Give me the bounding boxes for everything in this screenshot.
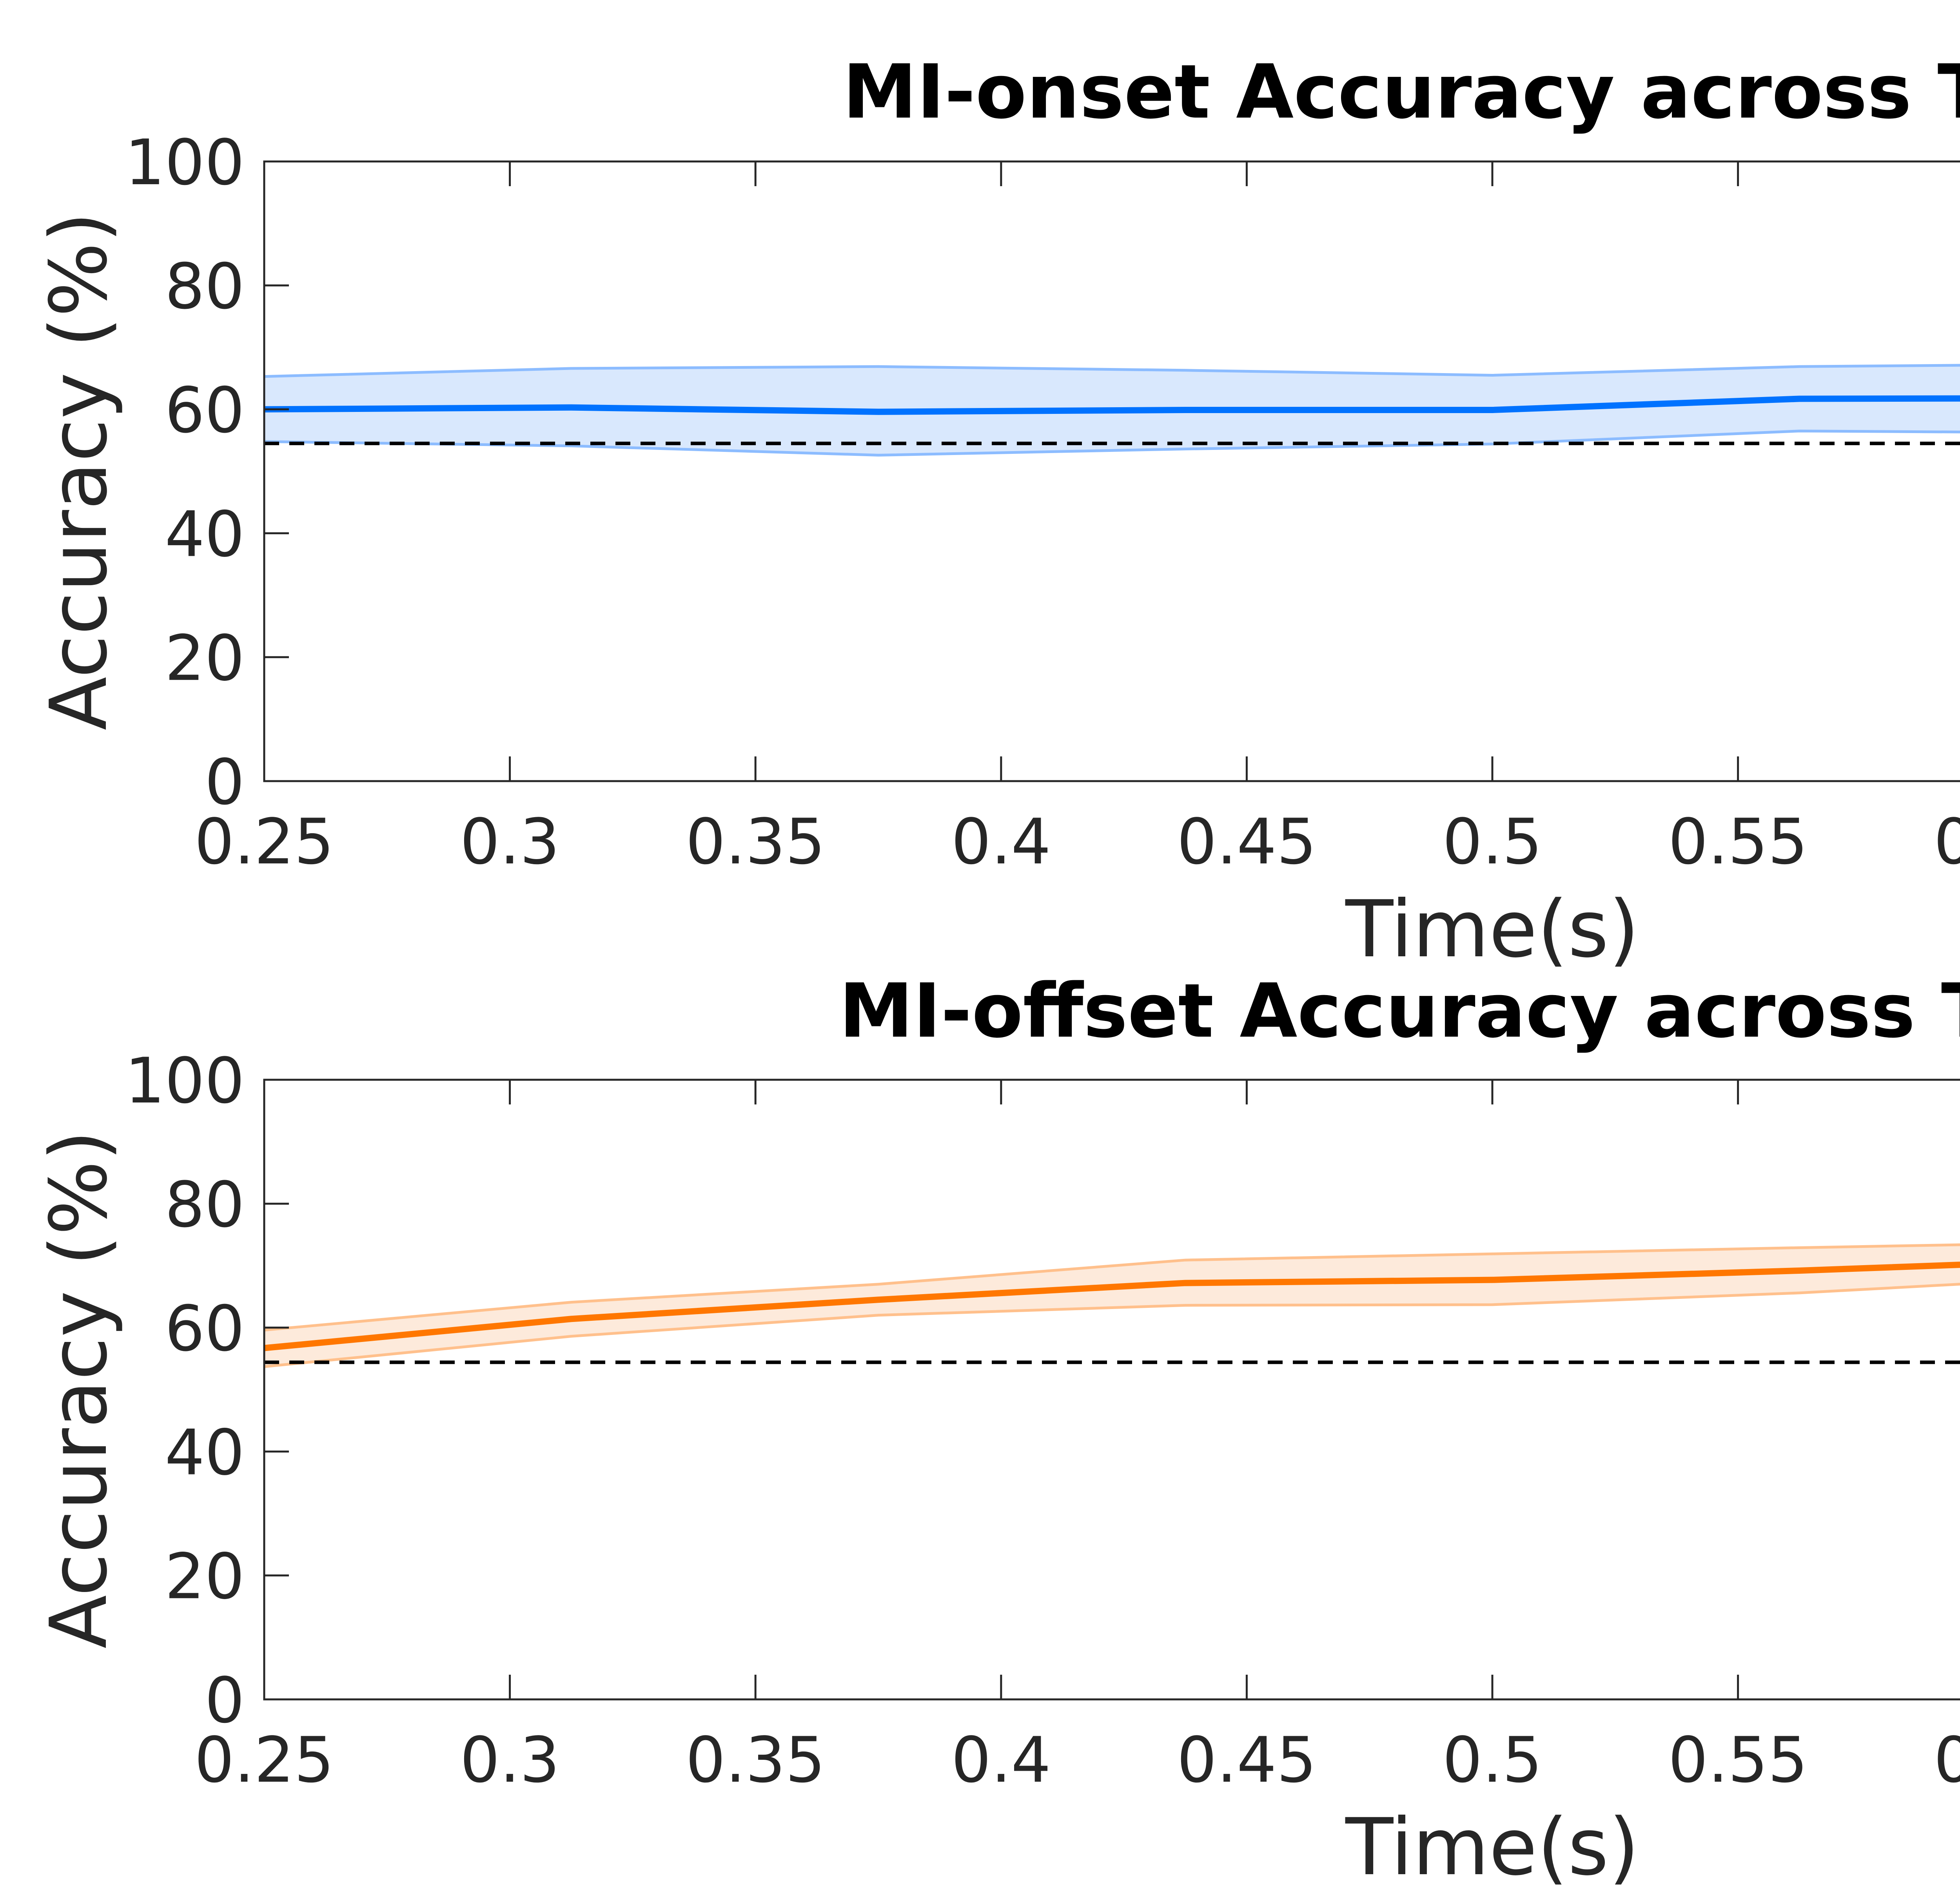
- axes: 0.250.30.350.40.450.50.550.60.650.70.750…: [125, 1044, 1960, 1797]
- y-axis-label: Accuracy (%): [33, 1130, 125, 1649]
- y-axis-label: Accuracy (%): [33, 212, 125, 731]
- y-tick-label: 40: [165, 1416, 245, 1489]
- x-tick-label: 0.3: [460, 805, 559, 878]
- y-tick-label: 80: [165, 250, 245, 323]
- y-tick-label: 40: [165, 498, 245, 571]
- band-upper-edge: [264, 1243, 1960, 1332]
- onset-accuracy-chart: MI-onset Accuracy across Time 0.25 0.3 0.3…: [33, 49, 1960, 975]
- y-tick-label: 60: [165, 374, 245, 447]
- band-lower-edge: [264, 1283, 1960, 1368]
- x-tick-label: 0.25: [194, 805, 334, 878]
- y-tick-label: 20: [165, 1540, 245, 1613]
- plot-area: [264, 364, 1960, 457]
- y-tick-label: 60: [165, 1292, 245, 1365]
- y-tick-label: 80: [165, 1168, 245, 1241]
- x-tick-label: 0.45: [1177, 1723, 1316, 1797]
- x-tick-label: 0.55: [1668, 805, 1808, 878]
- x-axis-label: Time(s): [1345, 884, 1639, 975]
- x-tick-label: 0.55: [1668, 1723, 1808, 1797]
- offset-accuracy-chart: MI-offset Accuracy across Time 0.25 0.3 0.…: [33, 968, 1960, 1893]
- band-upper-edge: [264, 364, 1960, 378]
- x-tick-label: 0.35: [686, 1723, 825, 1797]
- y-tick-label: 100: [125, 1044, 245, 1117]
- y-tick-label: 20: [165, 622, 245, 695]
- x-tick-label: 0.4: [951, 805, 1051, 878]
- band-lower-edge: [264, 430, 1960, 457]
- x-tick-label: 0.4: [951, 1723, 1051, 1797]
- x-tick-label: 0.3: [460, 1723, 559, 1797]
- x-tick-label: 0.25: [194, 1723, 334, 1797]
- mean-accuracy-line: [264, 1262, 1960, 1351]
- confidence-band: [264, 1245, 1960, 1367]
- x-tick-label: 0.6: [1934, 1723, 1960, 1797]
- axes: 0.250.30.350.40.450.50.550.60.650.70.750…: [125, 126, 1960, 878]
- x-tick-label: 0.5: [1443, 1723, 1542, 1797]
- chart-title: MI-onset Accuracy across Time: [843, 49, 1960, 135]
- plot-area: [264, 1243, 1960, 1368]
- x-axis-label: Time(s): [1345, 1802, 1639, 1893]
- y-tick-label: 100: [125, 126, 245, 199]
- mean-accuracy-line: [264, 395, 1960, 415]
- x-tick-label: 0.5: [1443, 805, 1542, 878]
- x-tick-label: 0.35: [686, 805, 825, 878]
- x-tick-label: 0.6: [1934, 805, 1960, 878]
- x-tick-label: 0.45: [1177, 805, 1316, 878]
- y-tick-label: 0: [205, 745, 245, 819]
- chart-title: MI-offset Accuracy across Time: [839, 968, 1960, 1054]
- y-tick-label: 0: [205, 1664, 245, 1737]
